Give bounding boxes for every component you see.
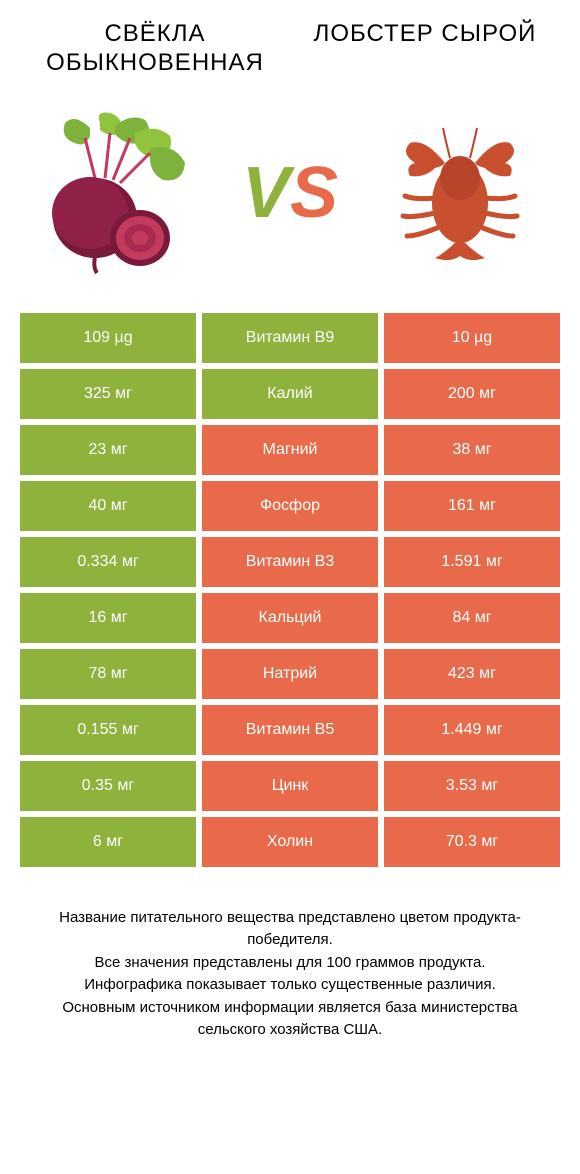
right-value: 423 мг	[384, 649, 560, 699]
title-left: СВЁКЛА ОБЫКНОВЕННАЯ	[20, 20, 290, 78]
nutrient-label: Цинк	[202, 761, 378, 811]
right-value: 10 µg	[384, 313, 560, 363]
table-row: 0.155 мгВитамин B51.449 мг	[20, 705, 560, 755]
left-value: 0.35 мг	[20, 761, 196, 811]
nutrient-label: Калий	[202, 369, 378, 419]
table-row: 6 мгХолин70.3 мг	[20, 817, 560, 867]
right-value: 38 мг	[384, 425, 560, 475]
left-value: 6 мг	[20, 817, 196, 867]
nutrient-label: Витамин B3	[202, 537, 378, 587]
comparison-table: 109 µgВитамин B910 µg 325 мгКалий200 мг 23…	[20, 313, 560, 867]
footer-line: Все значения представлены для 100 граммо…	[30, 952, 550, 975]
table-row: 109 µgВитамин B910 µg	[20, 313, 560, 363]
left-value: 109 µg	[20, 313, 196, 363]
comparison-infographic: СВЁКЛА ОБЫКНОВЕННАЯ ЛОБСТЕР СЫРОЙ	[0, 0, 580, 1072]
left-value: 78 мг	[20, 649, 196, 699]
nutrient-label: Натрий	[202, 649, 378, 699]
footer-line: Название питательного вещества представл…	[30, 907, 550, 952]
nutrient-label: Кальций	[202, 593, 378, 643]
table-row: 325 мгКалий200 мг	[20, 369, 560, 419]
right-value: 84 мг	[384, 593, 560, 643]
right-value: 1.591 мг	[384, 537, 560, 587]
images-row: VS	[20, 103, 560, 283]
nutrient-label: Фосфор	[202, 481, 378, 531]
left-value: 23 мг	[20, 425, 196, 475]
table-row: 0.334 мгВитамин B31.591 мг	[20, 537, 560, 587]
table-row: 40 мгФосфор161 мг	[20, 481, 560, 531]
vs-label: VS	[242, 152, 338, 234]
nutrient-label: Витамин B5	[202, 705, 378, 755]
footer-line: Инфографика показывает только существенн…	[30, 974, 550, 997]
left-value: 16 мг	[20, 593, 196, 643]
table-row: 78 мгНатрий423 мг	[20, 649, 560, 699]
right-value: 200 мг	[384, 369, 560, 419]
left-value: 40 мг	[20, 481, 196, 531]
nutrient-label: Магний	[202, 425, 378, 475]
footer-notes: Название питательного вещества представл…	[20, 907, 560, 1042]
nutrient-label: Холин	[202, 817, 378, 867]
footer-line: Основным источником информации является …	[30, 997, 550, 1042]
vs-v: V	[242, 153, 290, 233]
left-value: 0.334 мг	[20, 537, 196, 587]
right-value: 70.3 мг	[384, 817, 560, 867]
vs-s: S	[290, 153, 338, 233]
left-value: 0.155 мг	[20, 705, 196, 755]
title-right: ЛОБСТЕР СЫРОЙ	[290, 20, 560, 78]
right-value: 161 мг	[384, 481, 560, 531]
table-row: 16 мгКальций84 мг	[20, 593, 560, 643]
table-row: 0.35 мгЦинк3.53 мг	[20, 761, 560, 811]
left-value: 325 мг	[20, 369, 196, 419]
table-row: 23 мгМагний38 мг	[20, 425, 560, 475]
nutrient-label: Витамин B9	[202, 313, 378, 363]
right-value: 3.53 мг	[384, 761, 560, 811]
beet-image	[30, 103, 210, 283]
titles-row: СВЁКЛА ОБЫКНОВЕННАЯ ЛОБСТЕР СЫРОЙ	[20, 20, 560, 78]
lobster-image	[370, 103, 550, 283]
right-value: 1.449 мг	[384, 705, 560, 755]
